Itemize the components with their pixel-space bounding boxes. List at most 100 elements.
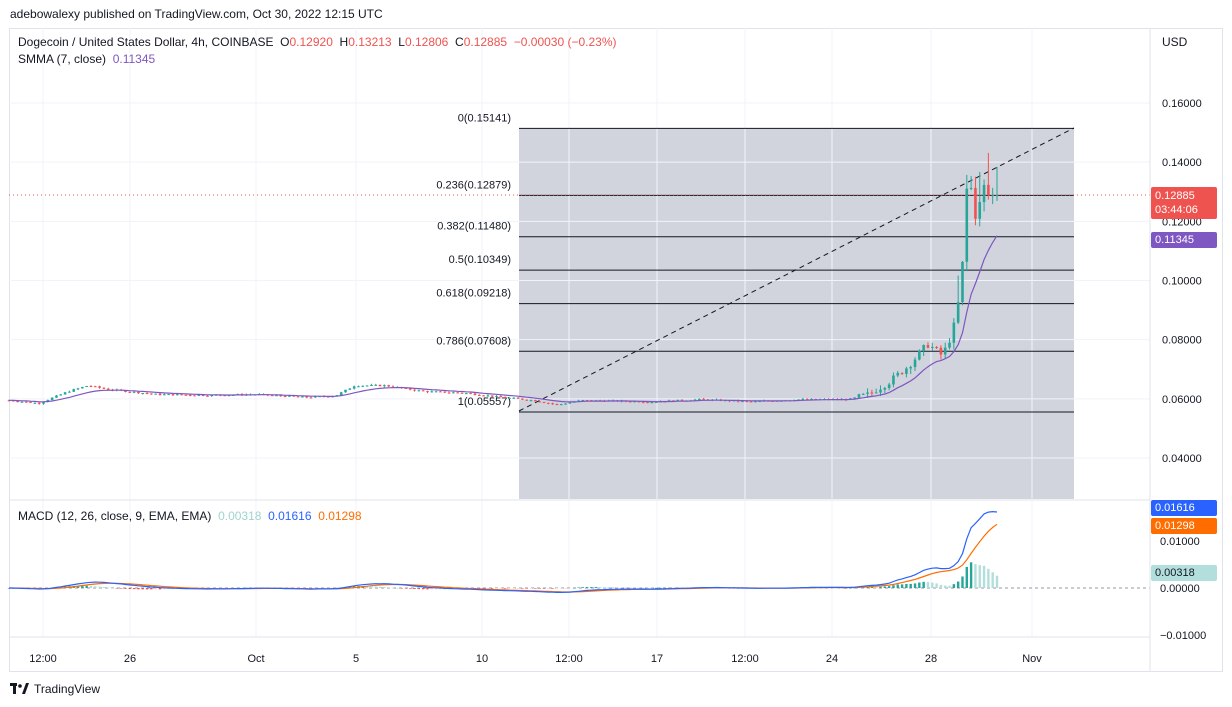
candle-body (180, 394, 183, 396)
candle-body (516, 397, 520, 399)
candle-body (741, 401, 744, 403)
candle-body (745, 401, 749, 403)
candle-body (758, 401, 762, 403)
fib-zone (519, 128, 1074, 499)
candle-body (801, 398, 805, 400)
candle-body (969, 187, 973, 189)
macd-hist-bar (534, 588, 537, 589)
macd-hist-bar (512, 588, 515, 589)
candle-body (309, 397, 313, 399)
candle-body (909, 367, 913, 369)
candle-body (991, 195, 994, 197)
candle-body (585, 400, 589, 402)
footer-brand[interactable]: TradingView (10, 682, 100, 696)
candle-body (421, 390, 425, 392)
candle-body (68, 391, 71, 393)
macd-hist-bar (667, 587, 671, 589)
candle-body (102, 387, 106, 389)
macd-hist-bar (132, 588, 136, 590)
candle-body (749, 401, 753, 403)
macd-hist-bar (430, 588, 434, 590)
price-tick-label: 0.04000 (1162, 453, 1202, 465)
close-label: C (455, 35, 464, 49)
macd-hist-bar (590, 587, 593, 588)
macd-hist-bar (969, 562, 973, 588)
macd-hist-bar (585, 587, 589, 588)
macd-hist-bar (115, 588, 119, 589)
chart-frame (9, 28, 1223, 672)
macd-hist-bar (111, 587, 114, 589)
candle-body (447, 392, 451, 394)
candle-body (896, 372, 900, 376)
candle-body (154, 393, 157, 395)
time-tick-label: 12:00 (555, 653, 583, 665)
candle-body (460, 392, 464, 394)
macd-hist-bar (141, 588, 144, 590)
candle-body (16, 401, 19, 403)
macd-hist-bar (94, 586, 97, 588)
candle-body (175, 394, 179, 396)
time-tick-label: 5 (353, 653, 359, 665)
fib-level-label: 0.236(0.12879) (436, 179, 511, 191)
macd-hist-bar (538, 588, 541, 589)
candle-body (132, 391, 136, 393)
macd-hist-bar (900, 584, 904, 588)
macd-hist-bar (555, 588, 559, 589)
candle-body (404, 387, 408, 389)
candle-body (63, 392, 67, 395)
candle-body (926, 345, 930, 348)
macd-hist-bar (598, 587, 602, 588)
high-value: 0.13213 (348, 35, 392, 49)
candle-body (564, 403, 567, 405)
candle-body (987, 184, 990, 196)
time-tick-label: Nov (1022, 653, 1042, 665)
candle-body (201, 394, 205, 396)
price-axis[interactable]: 0.16000 0.14000 0.12000 0.10000 0.08000 0.060… (1162, 98, 1202, 465)
price-tick-label: 0.08000 (1162, 335, 1202, 347)
macd-hist-bar (892, 585, 895, 588)
candle-body (853, 397, 856, 399)
candle-body (974, 187, 977, 219)
candle-body (283, 395, 287, 397)
macd-axis[interactable]: 0.01000 0.00000 −0.01000 (1160, 536, 1206, 642)
macd-hist-bar (974, 564, 977, 588)
candle-body (55, 395, 58, 398)
candle-body (948, 342, 951, 348)
candle-body (568, 402, 572, 404)
candle-body (857, 394, 861, 398)
macd-histogram (7, 562, 999, 590)
macd-hist-bar (107, 587, 110, 589)
candle-body (887, 384, 891, 388)
macd-hist-bar (568, 588, 572, 589)
macd-hist-bar (840, 587, 843, 589)
candle-body (495, 395, 498, 397)
candle-body (387, 385, 390, 387)
candle-body (150, 393, 153, 395)
candle-body (50, 397, 54, 401)
macd-hist-bar (642, 587, 645, 589)
macd-hist-bar (991, 572, 994, 588)
candle-body (72, 389, 76, 392)
candle-body (754, 401, 757, 403)
candle-body (145, 393, 149, 395)
macd-hist-bar (987, 568, 990, 588)
macd-hist-bar (145, 588, 149, 590)
macd-hist-bar (926, 582, 930, 588)
candle-body (452, 392, 455, 394)
candle-body (930, 347, 934, 349)
candle-body (98, 386, 101, 388)
macd-hist-bar (948, 585, 951, 588)
candle-body (465, 393, 468, 395)
time-axis[interactable]: 12:00 26 Oct 5 10 12:00 17 12:00 24 28 Nov (29, 653, 1042, 665)
candle-body (961, 261, 964, 303)
macd-hist-bar (836, 587, 839, 589)
grid (9, 28, 1150, 637)
macd-hist-bar (913, 583, 917, 588)
candle-body (542, 402, 546, 404)
candle-body (42, 401, 45, 404)
macd-hist-bar (581, 587, 585, 588)
candle-body (525, 399, 529, 401)
time-tick-label: 12:00 (731, 653, 759, 665)
candle-body (339, 392, 343, 396)
